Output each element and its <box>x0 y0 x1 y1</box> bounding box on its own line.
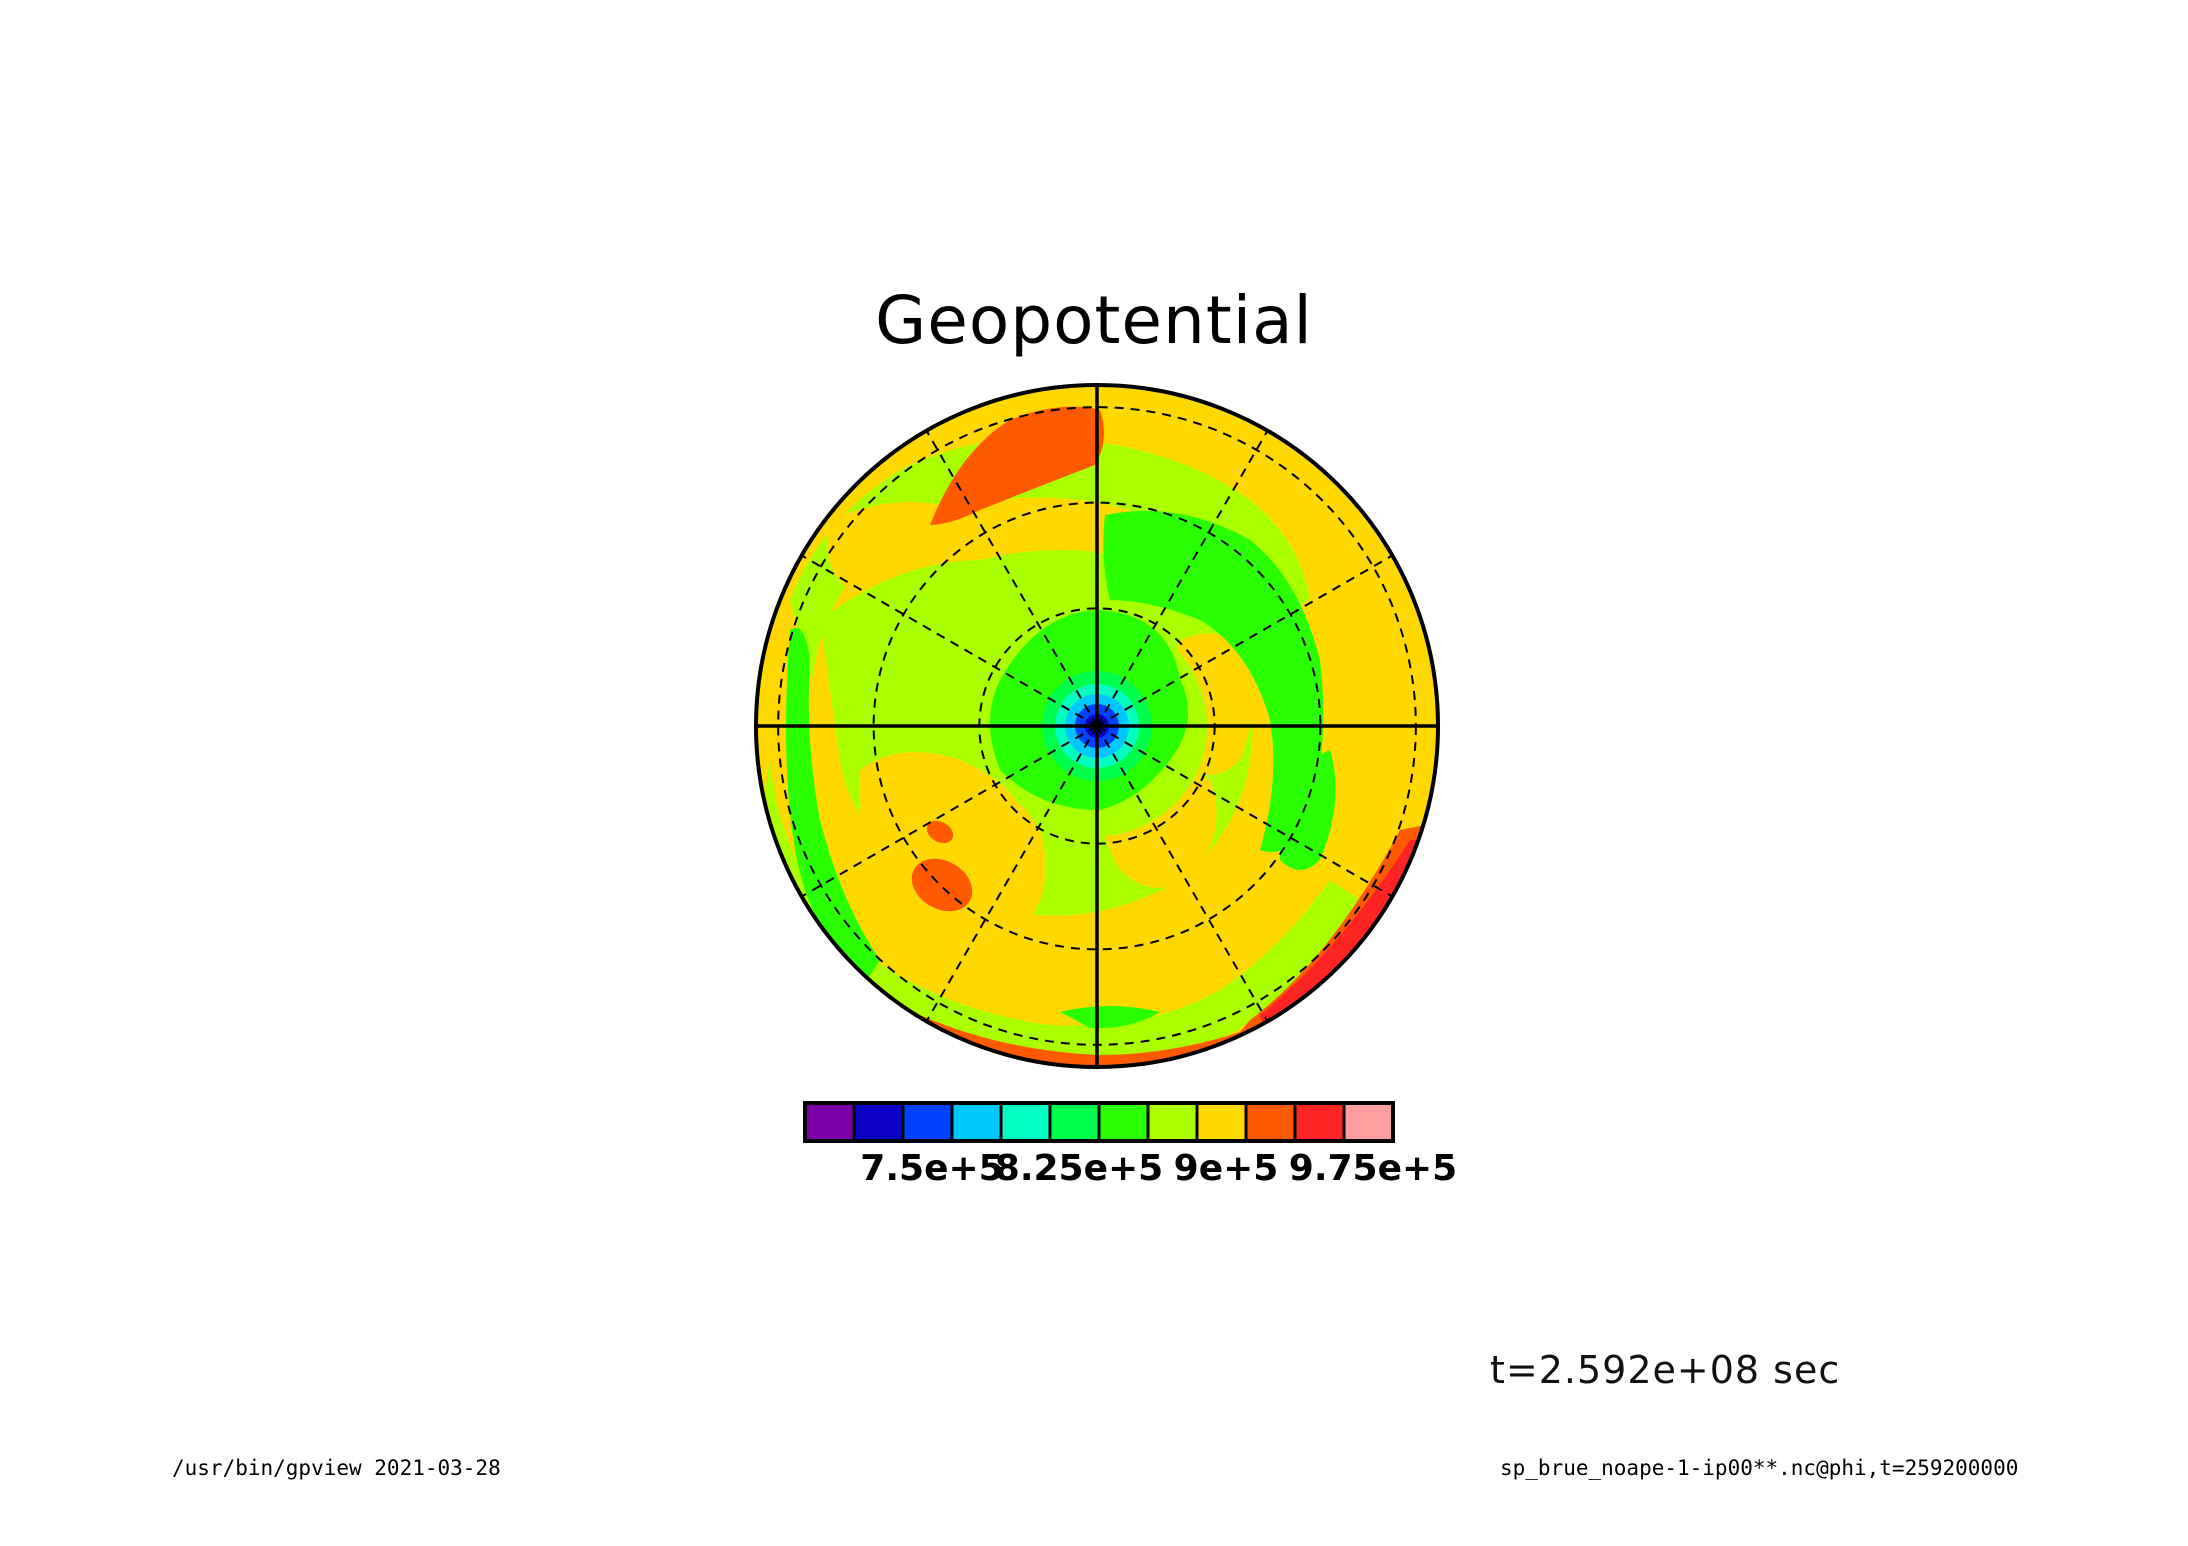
map-boundary <box>754 383 1440 1069</box>
colorbar-tick-label: 9.75e+5 <box>1288 1148 1458 1189</box>
geopotential-field <box>756 385 1438 1067</box>
colorbar-swatch-2 <box>901 1101 954 1143</box>
colorbar-swatch-11 <box>1342 1101 1395 1143</box>
footer-left: /usr/bin/gpview 2021-03-28 <box>172 1456 501 1480</box>
colorbar-swatch-5 <box>1048 1101 1101 1143</box>
colorbar-swatch-6 <box>1097 1101 1150 1143</box>
meridian-150 <box>801 725 1098 898</box>
field-level-green-west <box>786 628 880 990</box>
colorbar-tick-label: 7.5e+5 <box>860 1148 1004 1189</box>
meridian-60 <box>1096 725 1269 1022</box>
meridian-300 <box>1096 430 1269 727</box>
colorbar <box>803 1101 1395 1143</box>
chart-title: Geopotential <box>875 282 1313 359</box>
colorbar-tick-label: 8.25e+5 <box>994 1148 1164 1189</box>
colorbar-swatch-8 <box>1195 1101 1248 1143</box>
colorbar-swatch-3 <box>950 1101 1003 1143</box>
colorbar-swatch-9 <box>1244 1101 1297 1143</box>
meridian-210 <box>801 554 1098 727</box>
footer-right: sp_brue_noape-1-ip00**.nc@phi,t=25920000… <box>1500 1456 2019 1480</box>
colorbar-swatch-1 <box>852 1101 905 1143</box>
field-level-orange-nw <box>930 406 1104 525</box>
field-level-lightgreen-south <box>760 760 1360 1067</box>
field-level-lightgreen-north <box>790 438 1310 680</box>
colorbar-swatch-4 <box>999 1101 1052 1143</box>
colorbar-swatch-10 <box>1293 1101 1346 1143</box>
colorbar-swatch-0 <box>803 1101 856 1143</box>
colorbar-frame <box>803 1101 1395 1143</box>
field-level-yellow-lobe-sw <box>860 752 1046 948</box>
field-level-green-ne <box>1103 510 1324 852</box>
meridian-330 <box>1096 554 1393 727</box>
map-grid <box>754 383 1440 1069</box>
field-level-orange-sw-small <box>926 820 954 844</box>
field-level-orange-sw <box>911 858 973 912</box>
colorbar-swatch-7 <box>1146 1101 1199 1143</box>
meridian-240 <box>925 430 1098 727</box>
meridian-120 <box>925 725 1098 1022</box>
meridian-30 <box>1096 725 1393 898</box>
field-level-green-south <box>1060 1006 1160 1029</box>
time-label: t=2.592e+08 sec <box>1490 1348 1841 1392</box>
colorbar-tick-label: 9e+5 <box>1173 1148 1279 1189</box>
